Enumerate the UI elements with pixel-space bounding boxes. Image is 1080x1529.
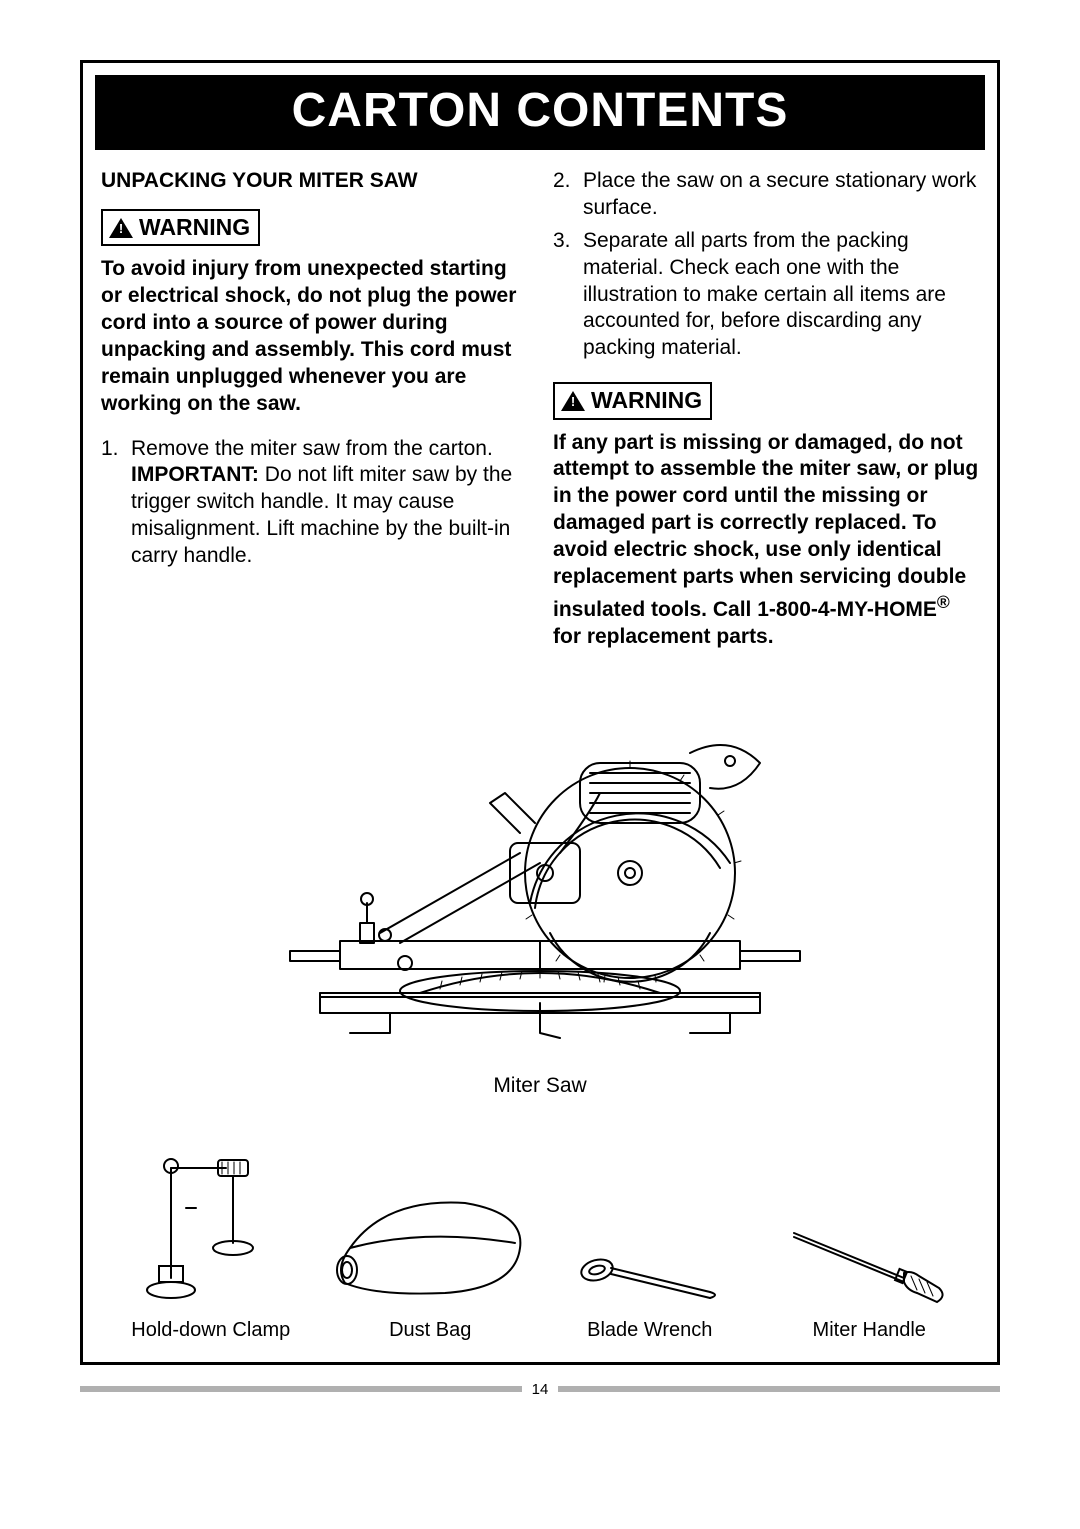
list-text: Remove the miter saw from the carton. IM… [131,436,527,570]
list-number: 3. [553,228,583,362]
part-holddown-clamp: Hold-down Clamp [101,1148,321,1342]
part-caption: Blade Wrench [540,1319,760,1342]
part-caption: Hold-down Clamp [101,1319,321,1342]
warning-label-2: WARNING [591,386,702,415]
footer-rule-left [80,1386,522,1392]
left-column: UNPACKING YOUR MITER SAW WARNING To avoi… [101,168,527,669]
list-item: 2. Place the saw on a secure stationary … [553,168,979,222]
warning-text-2: If any part is missing or damaged, do no… [553,430,979,651]
blade-wrench-illustration [575,1248,725,1308]
registered-mark: ® [937,592,950,612]
figure-caption-main: Miter Saw [95,1074,985,1098]
warning-label-1: WARNING [139,213,250,242]
dust-bag-illustration [325,1188,535,1308]
warning2-b: for replacement parts. [553,625,774,648]
right-list: 2. Place the saw on a secure stationary … [553,168,979,362]
list-item: 3. Separate all parts from the packing m… [553,228,979,362]
page-frame: CARTON CONTENTS UNPACKING YOUR MITER SAW… [80,60,1000,1365]
step1-text: Remove the miter saw from the carton. [131,437,493,460]
warning-text-1: To avoid injury from unexpected starting… [101,256,527,417]
warning-box-2: WARNING [553,382,712,419]
figure-miter-saw: Miter Saw [95,693,985,1098]
holddown-clamp-illustration [136,1148,286,1308]
list-number: 2. [553,168,583,222]
list-text: Place the saw on a secure stationary wor… [583,168,979,222]
page-number: 14 [532,1381,549,1398]
unpacking-heading: UNPACKING YOUR MITER SAW [101,168,527,195]
parts-row: Hold-down Clamp Dust Bag [95,1148,985,1342]
miter-saw-illustration [260,693,820,1063]
left-list: 1. Remove the miter saw from the carton.… [101,436,527,570]
important-label: IMPORTANT: [131,463,259,486]
list-item: 1. Remove the miter saw from the carton.… [101,436,527,570]
page-title: CARTON CONTENTS [95,75,985,150]
warning-icon [561,391,585,411]
page-footer: 14 [80,1381,1000,1398]
part-dust-bag: Dust Bag [321,1188,541,1342]
list-text: Separate all parts from the packing mate… [583,228,979,362]
footer-rule-right [558,1386,1000,1392]
part-miter-handle: Miter Handle [760,1218,980,1342]
part-caption: Dust Bag [321,1319,541,1342]
list-number: 1. [101,436,131,570]
two-column-body: UNPACKING YOUR MITER SAW WARNING To avoi… [95,168,985,669]
right-column: 2. Place the saw on a secure stationary … [553,168,979,669]
part-blade-wrench: Blade Wrench [540,1248,760,1342]
miter-handle-illustration [779,1218,959,1308]
warning-icon [109,218,133,238]
warning2-a: If any part is missing or damaged, do no… [553,431,978,621]
warning-box-1: WARNING [101,209,260,246]
part-caption: Miter Handle [760,1319,980,1342]
